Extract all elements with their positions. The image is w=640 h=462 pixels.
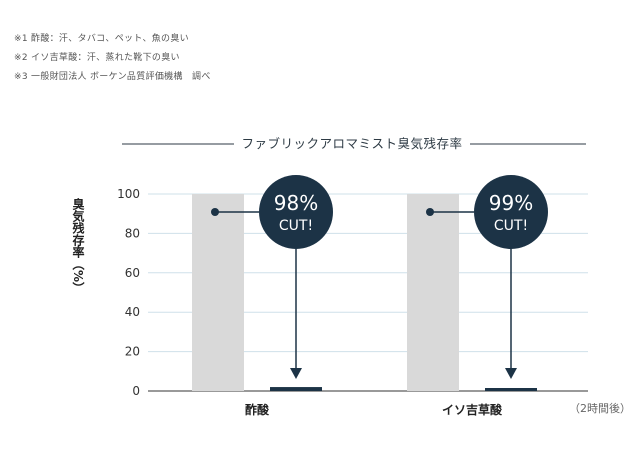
cut-text: CUT!: [494, 218, 528, 234]
cut-percent: 99%: [489, 191, 533, 215]
y-tick-label: 60: [125, 266, 140, 280]
footnote-2: ※2 イソ吉草酸：汗、蒸れた靴下の臭い: [14, 53, 180, 63]
bar-after: [485, 388, 537, 391]
footnotes: ※1 酢酸：汗、タバコ、ペット、魚の臭い ※2 イソ吉草酸：汗、蒸れた靴下の臭い…: [14, 30, 211, 87]
cut-badge: [474, 175, 548, 249]
cut-percent: 98%: [274, 191, 318, 215]
category-label: イソ吉草酸: [442, 402, 503, 417]
bar-before: [407, 194, 459, 391]
cut-text: CUT!: [279, 218, 313, 234]
arrow-head: [290, 368, 302, 379]
category-labels: 酢酸 イソ吉草酸: [245, 402, 503, 417]
time-note: （2時間後）: [569, 401, 631, 415]
y-tick-label: 40: [125, 305, 140, 319]
footnote-3: ※3 一般財団法人 ボーケン品質評価機構 調べ: [14, 72, 211, 82]
bar-after: [270, 387, 322, 391]
y-axis-label: 臭気残存率（%）: [71, 197, 85, 294]
y-tick-labels: 0 20 40 60 80 100: [117, 187, 140, 398]
arrow-head: [505, 368, 517, 379]
y-tick-label: 100: [117, 187, 140, 201]
footnote-1: ※1 酢酸：汗、タバコ、ペット、魚の臭い: [14, 34, 189, 44]
category-label: 酢酸: [245, 402, 270, 417]
y-tick-label: 0: [132, 384, 140, 398]
bars: [192, 194, 537, 391]
cut-badge: [259, 175, 333, 249]
cut-annotations: 98% CUT! 99% CUT!: [211, 175, 548, 379]
chart-title: ファブリックアロマミスト臭気残存率: [241, 136, 462, 151]
y-tick-label: 80: [125, 226, 140, 240]
bar-before: [192, 194, 244, 391]
y-tick-label: 20: [125, 345, 140, 359]
